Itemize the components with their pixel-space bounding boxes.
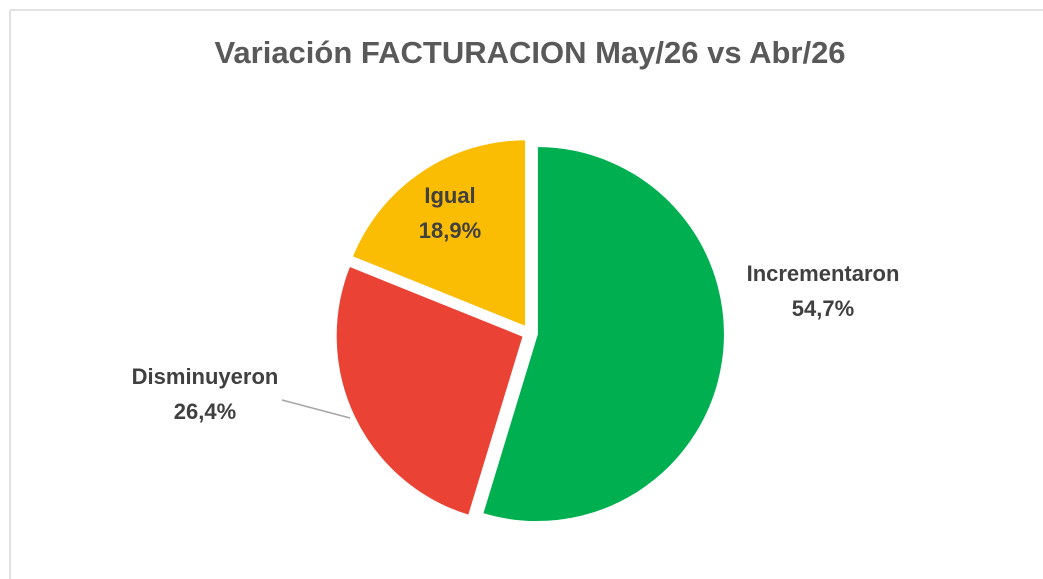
slice-value-label: 54,7% <box>792 296 854 321</box>
slice-value-label: 26,4% <box>174 399 236 424</box>
slice-value-label: 18,9% <box>419 218 481 243</box>
pie-slice <box>350 138 528 329</box>
chart-title: Variación FACTURACION May/26 vs Abr/26 <box>214 35 845 70</box>
slice-category: Igual <box>424 183 475 208</box>
slice-category: Disminuyeron <box>132 364 279 389</box>
slice-category: Incrementaron <box>747 261 900 286</box>
pie-slice <box>480 145 726 524</box>
pie-slice <box>334 264 525 518</box>
leader-line <box>281 399 351 419</box>
